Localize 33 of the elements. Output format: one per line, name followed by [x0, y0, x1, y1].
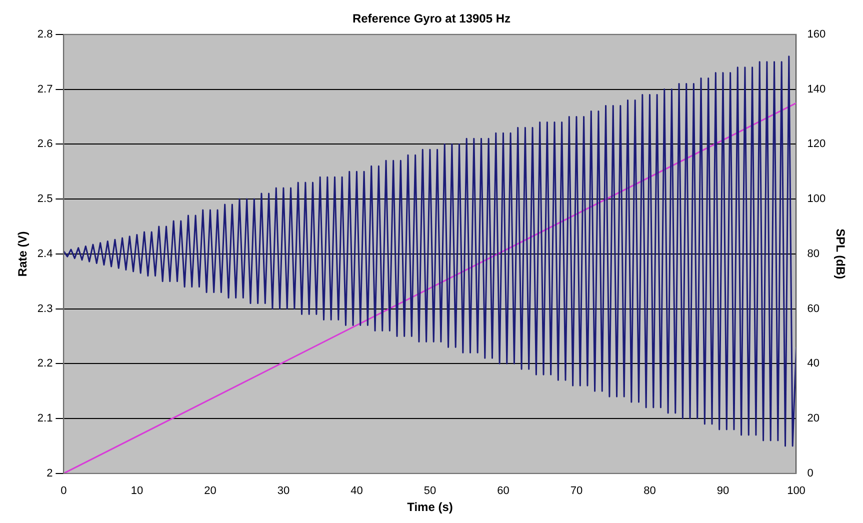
- x-tick-label: 20: [204, 485, 216, 498]
- x-tick-label: 10: [130, 485, 144, 498]
- x-tick-label: 70: [570, 485, 583, 498]
- y-tick-label: 2: [46, 467, 53, 480]
- y-axis-title: Rate (V): [16, 231, 30, 277]
- x-tick-label: 50: [424, 485, 436, 498]
- y2-tick-label: 160: [807, 28, 826, 40]
- x-axis-title: Time (s): [407, 500, 453, 514]
- chart-title: Reference Gyro at 13905 Hz: [352, 12, 511, 26]
- y-tick-label: 2.1: [37, 412, 53, 425]
- y-tick-label: 2.3: [37, 302, 53, 315]
- y-tick-label: 2.6: [37, 138, 53, 150]
- x-tick-label: 90: [716, 485, 730, 498]
- y2-tick-label: 20: [807, 412, 820, 425]
- y2-axis-title: SPL (dB): [833, 228, 848, 280]
- x-tick-label: 80: [644, 485, 656, 498]
- y-tick-label: 2.7: [37, 83, 53, 96]
- x-tick-label: 30: [277, 485, 290, 498]
- y2-tick-label: 0: [807, 467, 814, 480]
- x-tick-label: 60: [497, 485, 510, 498]
- y-tick-label: 2.2: [37, 358, 53, 370]
- x-tick-label: 100: [787, 485, 806, 498]
- y2-tick-label: 40: [807, 358, 820, 370]
- y-tick-label: 2.5: [37, 193, 53, 206]
- y2-tick-label: 60: [807, 302, 820, 315]
- x-tick-label: 40: [350, 485, 363, 498]
- y-tick-label: 2.4: [37, 248, 53, 260]
- y-tick-label: 2.8: [37, 28, 53, 40]
- y2-tick-label: 140: [807, 83, 826, 96]
- y2-tick-label: 100: [807, 193, 826, 206]
- y2-tick-label: 80: [807, 248, 820, 260]
- x-tick-label: 0: [60, 485, 67, 498]
- y2-tick-label: 120: [807, 138, 826, 150]
